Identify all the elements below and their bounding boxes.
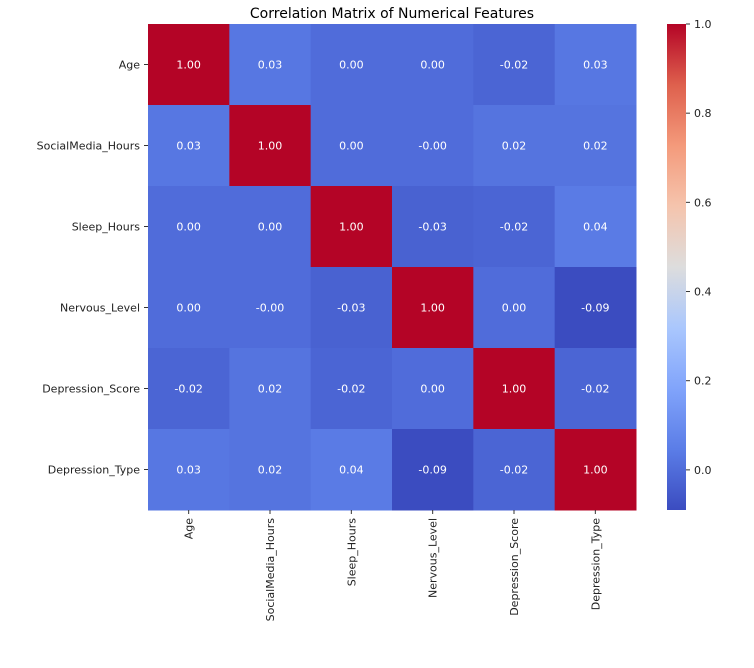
x-tick-label: Sleep_Hours — [345, 518, 358, 587]
colorbar-tick-label: 0.2 — [694, 375, 712, 388]
y-tick-label: Depression_Score — [42, 383, 140, 396]
heatmap-cell — [148, 429, 230, 511]
heatmap-cell — [473, 186, 556, 268]
cell-value-label: -0.00 — [418, 140, 446, 153]
heatmap-cell — [229, 267, 312, 349]
heatmap-cell — [148, 105, 230, 187]
cell-value-label: 0.03 — [583, 59, 608, 72]
heatmap-cell — [229, 186, 312, 268]
colorbar — [667, 24, 686, 510]
heatmap-cell — [310, 105, 393, 187]
heatmap-cell — [392, 429, 474, 511]
cell-value-label: 0.03 — [176, 464, 201, 477]
x-tick-label: Depression_Type — [589, 518, 602, 610]
y-tick-label: Sleep_Hours — [72, 221, 141, 234]
heatmap-cell — [473, 24, 556, 106]
colorbar-tick-label: 0.4 — [694, 286, 712, 299]
cell-value-label: 1.00 — [339, 221, 364, 234]
cell-value-label: 0.02 — [502, 140, 527, 153]
colorbar-tick-label: 0.0 — [694, 464, 712, 477]
cell-value-label: -0.03 — [337, 302, 365, 315]
colorbar-tick-label: 0.8 — [694, 107, 712, 120]
chart-title: Correlation Matrix of Numerical Features — [250, 6, 534, 22]
cell-value-label: 1.00 — [583, 464, 608, 477]
x-tick-label: Age — [183, 518, 196, 540]
heatmap-cell — [473, 267, 556, 349]
heatmap-cell — [229, 105, 312, 187]
colorbar-tick-label: 0.6 — [694, 196, 712, 209]
x-tick-label: SocialMedia_Hours — [264, 518, 277, 622]
x-tick-label: Depression_Score — [508, 518, 521, 616]
heatmap-cell — [392, 348, 474, 430]
y-tick-label: Age — [119, 59, 141, 72]
heatmap-cell — [554, 348, 637, 430]
heatmap-cell — [554, 429, 637, 511]
heatmap-cell — [310, 348, 393, 430]
cell-value-label: 0.00 — [176, 221, 201, 234]
heatmap-cell — [392, 105, 474, 187]
cell-value-label: -0.02 — [174, 383, 202, 396]
cell-value-label: -0.02 — [500, 464, 528, 477]
heatmap-cell — [310, 429, 393, 511]
cell-value-label: 1.00 — [258, 140, 283, 153]
x-tick-label: Nervous_Level — [427, 518, 440, 598]
cell-value-label: 0.00 — [502, 302, 527, 315]
heatmap-cell — [229, 24, 312, 106]
y-tick-label: Nervous_Level — [60, 302, 140, 315]
cell-value-label: 0.02 — [258, 383, 283, 396]
heatmap-cell — [473, 105, 556, 187]
cell-value-label: 0.00 — [339, 59, 364, 72]
heatmap-cell — [392, 267, 474, 349]
cell-value-label: 0.04 — [339, 464, 364, 477]
heatmap-cell — [392, 24, 474, 106]
cell-value-label: 0.02 — [583, 140, 608, 153]
cell-value-label: 0.00 — [176, 302, 201, 315]
heatmap-cell — [554, 24, 637, 106]
heatmap-cell — [148, 348, 230, 430]
cell-value-label: -0.09 — [418, 464, 446, 477]
heatmap-cell — [554, 267, 637, 349]
cell-value-label: -0.03 — [418, 221, 446, 234]
cell-value-label: -0.02 — [581, 383, 609, 396]
heatmap-cell — [554, 186, 637, 268]
colorbar-tick-label: 1.0 — [694, 18, 712, 31]
heatmap-cell — [473, 429, 556, 511]
cell-value-label: 0.00 — [420, 383, 445, 396]
heatmap-cell — [148, 24, 230, 106]
cell-value-label: 0.02 — [258, 464, 283, 477]
cell-value-label: -0.00 — [256, 302, 284, 315]
cell-value-label: -0.02 — [500, 221, 528, 234]
cell-value-label: -0.09 — [581, 302, 609, 315]
heatmap-cell — [554, 105, 637, 187]
cell-value-label: 1.00 — [502, 383, 527, 396]
heatmap-cell — [310, 186, 393, 268]
cell-value-label: -0.02 — [337, 383, 365, 396]
cell-value-label: 0.00 — [258, 221, 283, 234]
cell-value-label: 0.03 — [258, 59, 283, 72]
cell-value-label: 0.04 — [583, 221, 608, 234]
heatmap-cell — [229, 348, 312, 430]
cell-value-label: 1.00 — [420, 302, 445, 315]
heatmap-cell — [392, 186, 474, 268]
cell-value-label: 0.00 — [420, 59, 445, 72]
cell-value-label: 0.00 — [339, 140, 364, 153]
heatmap-cell — [310, 267, 393, 349]
cell-value-label: 1.00 — [176, 59, 201, 72]
heatmap-cell — [310, 24, 393, 106]
heatmap-cell — [473, 348, 556, 430]
y-tick-label: SocialMedia_Hours — [37, 140, 141, 153]
y-tick-label: Depression_Type — [48, 464, 140, 477]
heatmap-cell — [148, 186, 230, 268]
cell-value-label: -0.02 — [500, 59, 528, 72]
heatmap-cell — [148, 267, 230, 349]
heatmap-cell — [229, 429, 312, 511]
cell-value-label: 0.03 — [176, 140, 201, 153]
